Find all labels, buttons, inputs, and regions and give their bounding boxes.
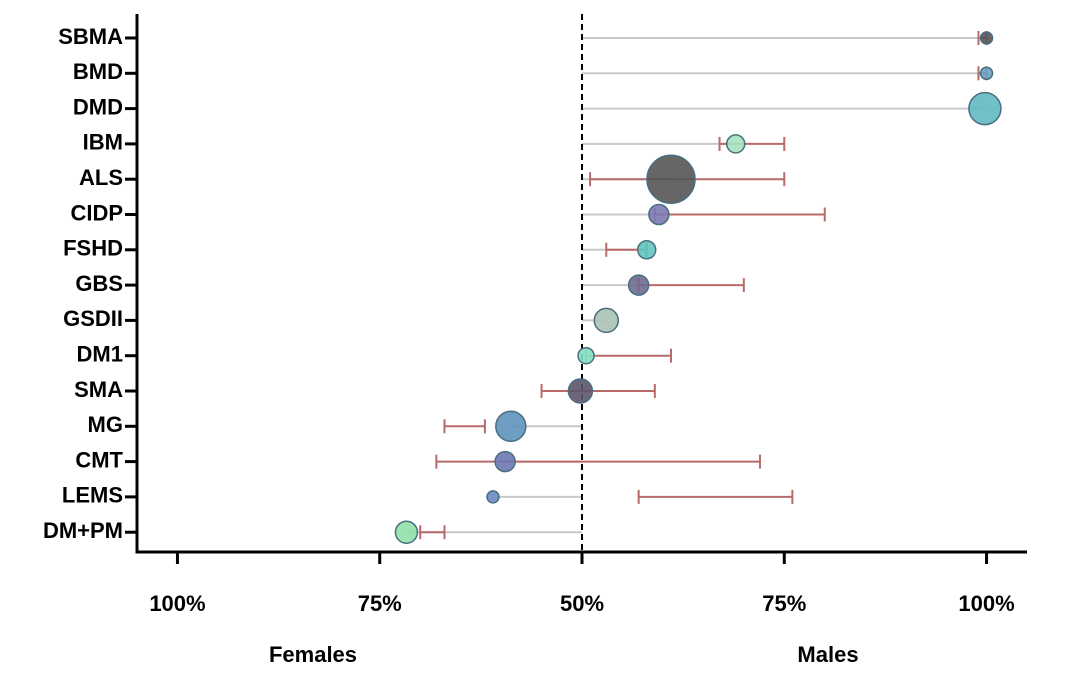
y-tick-label: IBM bbox=[83, 130, 123, 155]
bubble bbox=[968, 91, 1002, 126]
y-tick-label: SMA bbox=[74, 377, 123, 402]
x-label-females: Females bbox=[269, 642, 357, 667]
bubble bbox=[494, 450, 516, 473]
x-tick-label: 75% bbox=[762, 591, 806, 616]
y-tick-label: MG bbox=[88, 412, 123, 437]
x-tick-label: 100% bbox=[149, 591, 205, 616]
bubble bbox=[577, 346, 595, 365]
bubble bbox=[646, 154, 696, 204]
y-tick-label: GSDII bbox=[63, 306, 123, 331]
bubble bbox=[567, 378, 594, 404]
error-bar bbox=[443, 419, 486, 434]
error-bar bbox=[419, 525, 446, 540]
y-tick-label: BMD bbox=[73, 59, 123, 84]
bubble bbox=[979, 31, 994, 45]
bubble bbox=[636, 240, 657, 260]
y-tick-label: DM1 bbox=[77, 342, 123, 367]
y-tick-label: DM+PM bbox=[43, 518, 123, 543]
bubble bbox=[593, 307, 620, 334]
bubble bbox=[648, 203, 670, 226]
bubble bbox=[725, 134, 746, 154]
x-label-males: Males bbox=[797, 642, 858, 667]
error-bar bbox=[637, 489, 794, 504]
y-tick-label: CIDP bbox=[70, 200, 123, 225]
y-tick-label: DMD bbox=[73, 94, 123, 119]
x-tick-label: 50% bbox=[560, 591, 604, 616]
error-bar bbox=[637, 278, 745, 293]
x-tick-label: 100% bbox=[958, 591, 1014, 616]
error-bar bbox=[435, 454, 761, 469]
bubble bbox=[486, 490, 500, 504]
x-tick-label: 75% bbox=[358, 591, 402, 616]
y-tick-label: LEMS bbox=[62, 483, 123, 508]
y-tick-label: CMT bbox=[75, 447, 123, 472]
error-bar bbox=[540, 384, 656, 398]
y-tick-label: SBMA bbox=[58, 24, 123, 49]
y-tick-label: FSHD bbox=[63, 236, 123, 261]
bubble bbox=[495, 410, 527, 443]
error-bar bbox=[653, 207, 826, 222]
bubble bbox=[627, 274, 650, 296]
bubble bbox=[979, 66, 994, 81]
bubble bbox=[394, 520, 419, 544]
error-bar bbox=[585, 348, 672, 363]
y-tick-label: GBS bbox=[75, 271, 123, 296]
y-tick-label: ALS bbox=[79, 165, 123, 190]
